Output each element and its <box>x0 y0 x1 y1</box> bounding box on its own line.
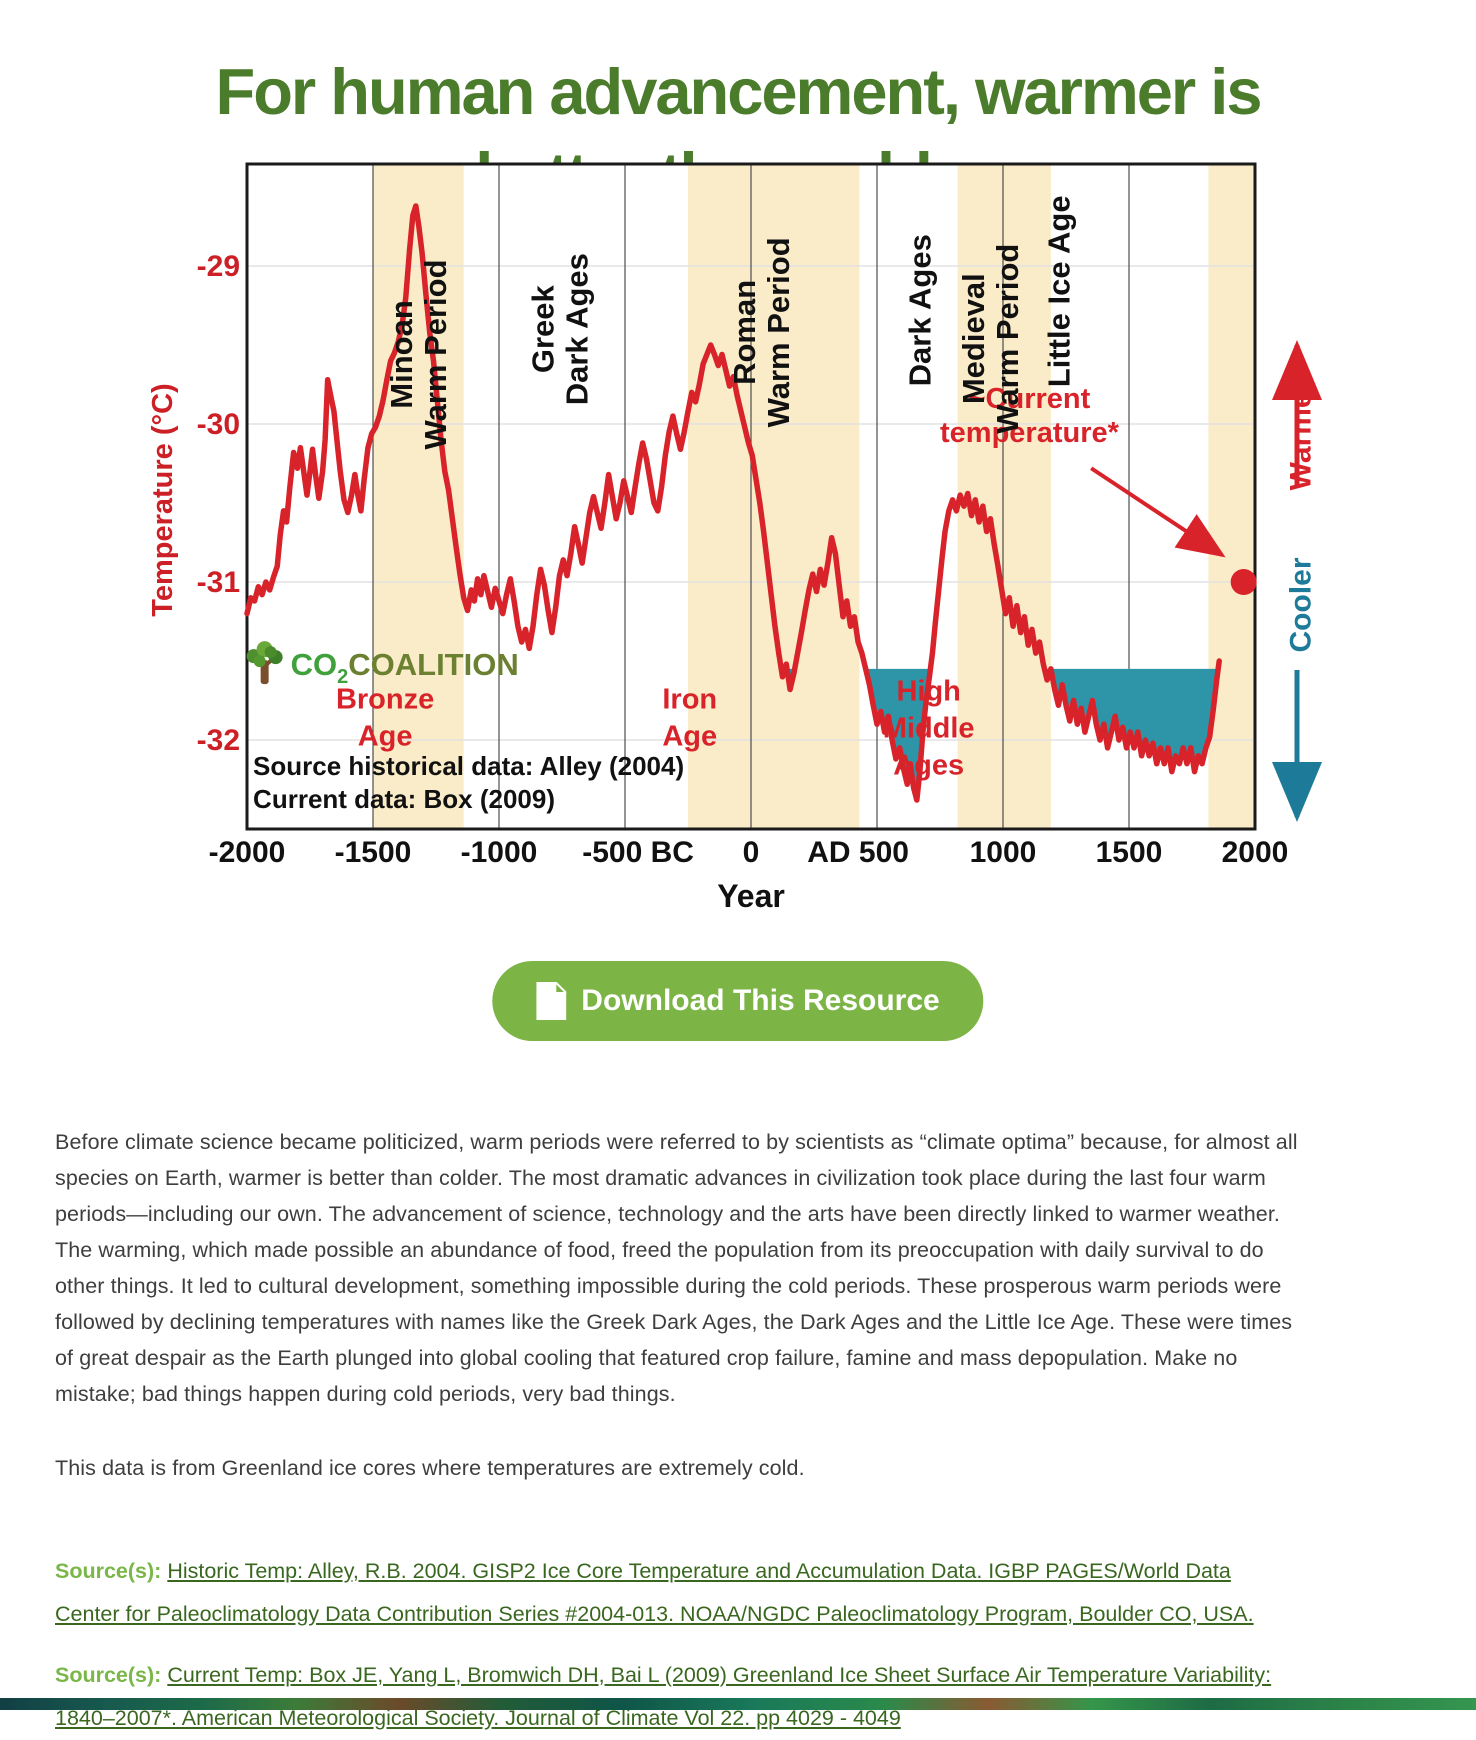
source-label-2: Source(s): <box>55 1662 162 1687</box>
svg-text:-29: -29 <box>197 250 240 283</box>
note-paragraph: This data is from Greenland ice cores wh… <box>55 1455 805 1480</box>
svg-text:Medieval: Medieval <box>956 273 991 404</box>
svg-text:Bronze: Bronze <box>336 683 434 715</box>
svg-text:CO2COALITION: CO2COALITION <box>291 647 519 688</box>
svg-text:Warmer: Warmer <box>1285 379 1318 490</box>
svg-text:Temperature (°C): Temperature (°C) <box>147 383 179 616</box>
svg-text:-1500: -1500 <box>335 836 412 869</box>
temperature-history-chart: ~Current temperature* Minoan Warm Period Gre… <box>140 145 1330 940</box>
svg-text:2000: 2000 <box>1222 836 1289 869</box>
svg-text:-30: -30 <box>197 408 240 441</box>
svg-text:Warm Period: Warm Period <box>418 259 453 449</box>
svg-text:Age: Age <box>662 720 717 752</box>
svg-text:-1000: -1000 <box>461 836 538 869</box>
svg-text:Age: Age <box>358 720 413 752</box>
svg-text:AD 500: AD 500 <box>807 836 909 869</box>
svg-text:~Current: ~Current <box>969 383 1091 415</box>
svg-text:Ages: Ages <box>893 750 964 782</box>
svg-text:Warm Period: Warm Period <box>990 244 1025 434</box>
svg-text:Little Ice Age: Little Ice Age <box>1041 195 1076 387</box>
svg-text:Source historical data: Alley: Source historical data: Alley (2004) <box>253 751 684 781</box>
source-citation-2: Source(s): Current Temp: Box JE, Yang L,… <box>55 1654 1300 1740</box>
svg-text:-31: -31 <box>197 566 240 599</box>
svg-text:temperature*: temperature* <box>940 417 1120 449</box>
source-label-1: Source(s): <box>55 1558 162 1583</box>
svg-text:Middle: Middle <box>883 713 975 745</box>
svg-text:-2000: -2000 <box>209 836 286 869</box>
download-button-label: Download This Resource <box>581 984 940 1017</box>
footer-photo-strip <box>0 1698 1476 1710</box>
source-link-1[interactable]: Historic Temp: Alley, R.B. 2004. GISP2 I… <box>55 1558 1254 1626</box>
svg-text:Dark Ages: Dark Ages <box>903 234 938 386</box>
document-icon <box>536 982 567 1020</box>
svg-text:High: High <box>896 676 960 708</box>
source-link-2[interactable]: Current Temp: Box JE, Yang L, Bromwich D… <box>55 1662 1272 1730</box>
svg-text:1500: 1500 <box>1096 836 1163 869</box>
svg-text:Iron: Iron <box>662 683 717 715</box>
source-citation-1: Source(s): Historic Temp: Alley, R.B. 20… <box>55 1550 1300 1636</box>
svg-text:1000: 1000 <box>970 836 1037 869</box>
svg-text:Dark Ages: Dark Ages <box>559 253 594 405</box>
svg-text:Greek: Greek <box>525 284 560 373</box>
svg-text:0: 0 <box>743 836 760 869</box>
body-paragraph: Before climate science became politicize… <box>55 1129 1298 1406</box>
svg-text:-500 BC: -500 BC <box>582 836 694 869</box>
svg-text:Cooler: Cooler <box>1285 557 1318 652</box>
svg-text:Current data: Box (2009): Current data: Box (2009) <box>253 784 555 814</box>
page-title-line1: For human advancement, warmer is <box>215 54 1263 128</box>
svg-text:Roman: Roman <box>727 280 762 385</box>
svg-text:Year: Year <box>717 878 785 914</box>
svg-text:-32: -32 <box>197 724 240 757</box>
svg-text:Minoan: Minoan <box>384 300 419 409</box>
svg-text:Warm Period: Warm Period <box>761 237 796 427</box>
download-resource-button[interactable]: Download This Resource <box>492 961 984 1041</box>
